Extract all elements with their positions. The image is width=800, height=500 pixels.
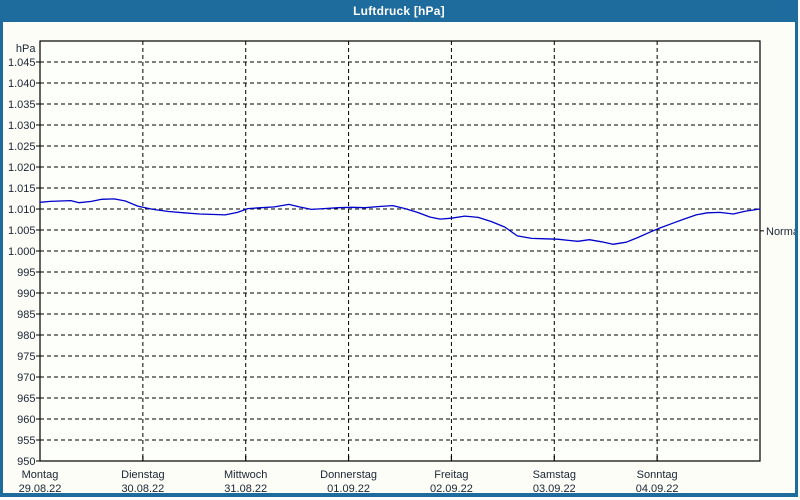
pressure-line [39, 198, 761, 245]
y-tick-label: 1.045 [8, 57, 36, 69]
x-date-label: 01.09.22 [327, 483, 370, 493]
title-bar: Luftdruck [hPa] [0, 0, 798, 22]
x-day-label: Sonntag [637, 469, 678, 481]
x-day-label: Mittwoch [224, 469, 267, 481]
x-date-label: 30.08.22 [121, 483, 164, 493]
y-tick-label: 980 [17, 330, 35, 342]
window-title: Luftdruck [hPa] [353, 4, 445, 18]
y-tick-label: 970 [17, 372, 35, 384]
y-tick-label: 1.005 [8, 225, 36, 237]
x-date-label: 31.08.22 [224, 483, 267, 493]
y-tick-label: 990 [17, 288, 35, 300]
y-tick-label: 1.015 [8, 183, 36, 195]
x-date-label: 03.09.22 [533, 483, 576, 493]
unit-label: hPa [16, 43, 36, 55]
chart-area: 1.045 1.040 1.035 1.030 1.025 1.020 1.015 1.010… [3, 22, 800, 495]
y-tick-label: 960 [17, 414, 35, 426]
y-tick-label: 1.040 [8, 78, 36, 90]
y-tick-label: 955 [17, 435, 35, 447]
y-tick-label: 1.020 [8, 162, 36, 174]
plot-border [39, 40, 761, 462]
x-day-label: Samstag [533, 469, 576, 481]
x-day-label: Donnerstag [320, 469, 377, 481]
y-tick-label: 1.035 [8, 99, 36, 111]
x-day-label: Montag [22, 469, 59, 481]
pressure-chart: 1.045 1.040 1.035 1.030 1.025 1.020 1.015 1.010… [8, 40, 800, 495]
y-tick-label: 975 [17, 351, 35, 363]
y-tick-label: 965 [17, 393, 35, 405]
normal-label: Normal [766, 226, 795, 238]
y-tick-label: 950 [17, 456, 35, 468]
x-day-label: Dienstag [121, 469, 164, 481]
y-tick-label: 1.000 [8, 246, 36, 258]
x-day-label: Freitag [434, 469, 468, 481]
y-tick-label: 995 [17, 267, 35, 279]
y-tick-label: 1.030 [8, 120, 36, 132]
x-date-label: 02.09.22 [430, 483, 473, 493]
y-tick-label: 1.025 [8, 141, 36, 153]
y-tick-label: 1.010 [8, 204, 36, 216]
x-date-label: 04.09.22 [636, 483, 679, 493]
x-date-label: 29.08.22 [19, 483, 62, 493]
y-tick-label: 985 [17, 309, 35, 321]
